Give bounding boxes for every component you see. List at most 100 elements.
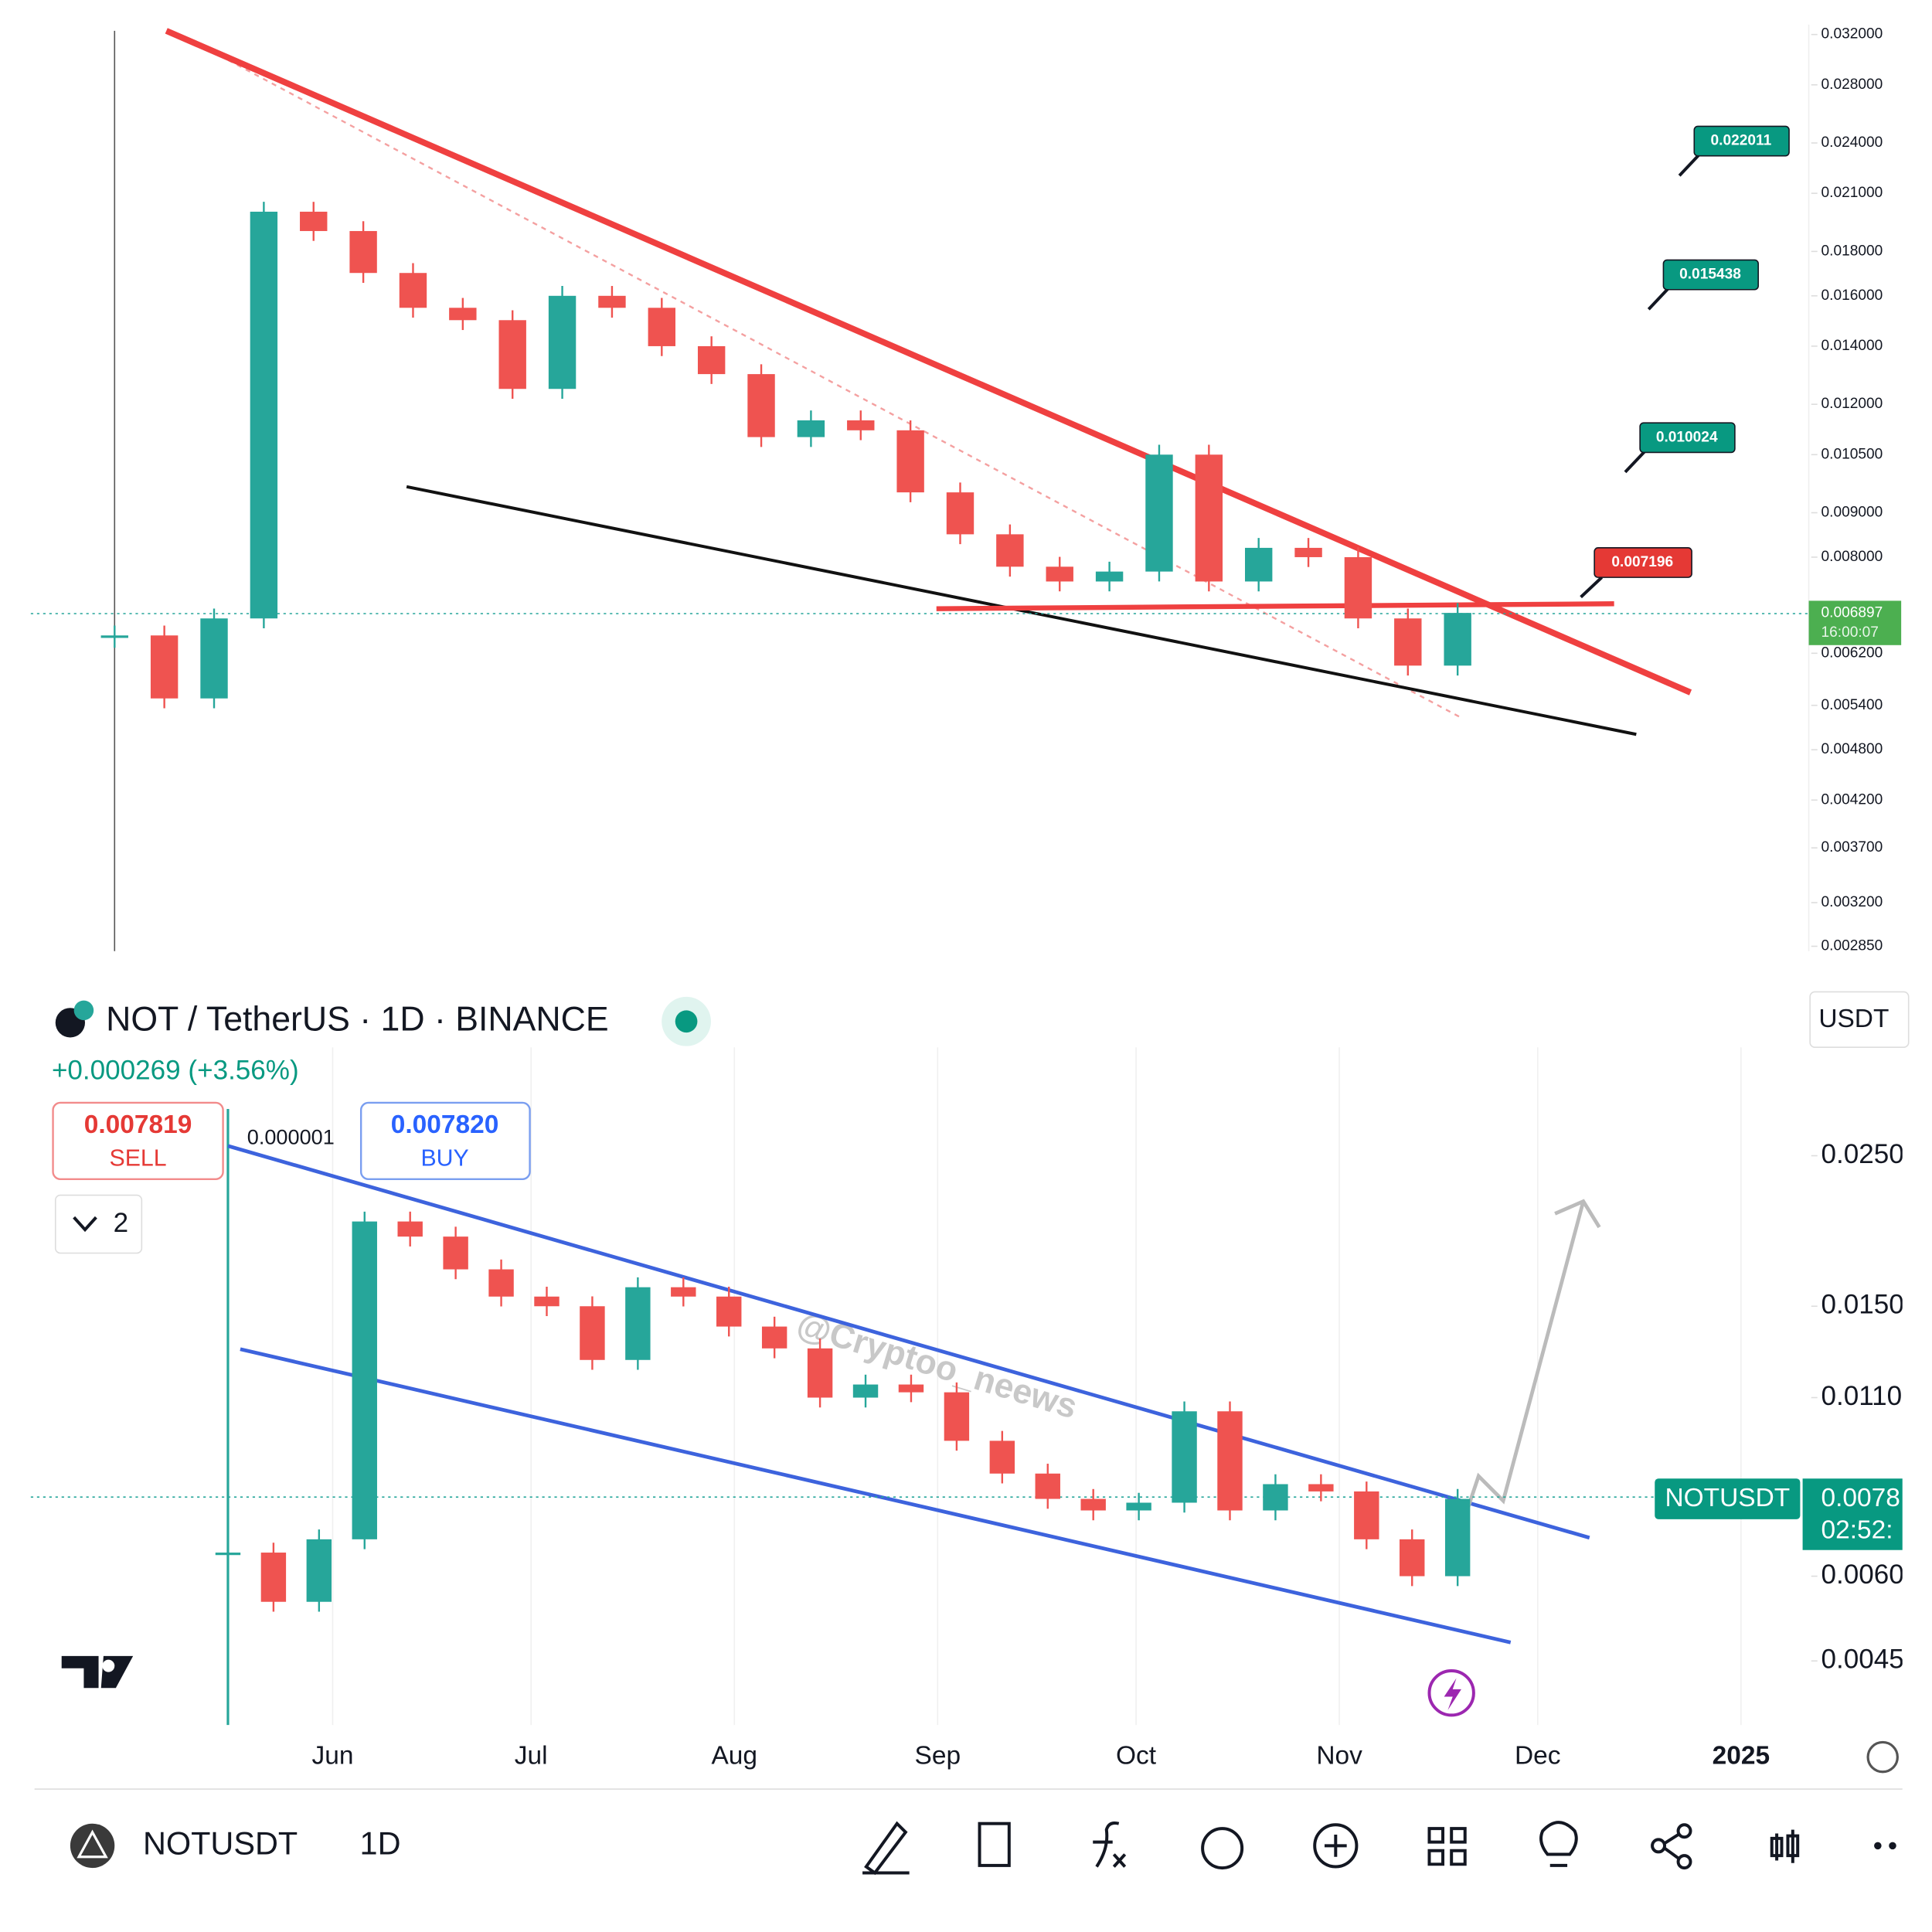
candle (1394, 618, 1422, 666)
candle (548, 295, 577, 389)
chart-type-tool[interactable] (1770, 1829, 1800, 1863)
top-chart: 0.032000 0.028000 0.024000 0.021000 0.018000… (30, 24, 1902, 954)
toolbar: NOTUSDT 1D (34, 1788, 1903, 1876)
grid (332, 1047, 1742, 1726)
y-tick-label: 0.008000 (1821, 549, 1883, 565)
callout-label: 0.015438 (1679, 267, 1741, 283)
currency-button[interactable] (1809, 991, 1910, 1049)
y-tick-label: 0.0250 (1821, 1139, 1904, 1169)
lightning-button[interactable] (1427, 1668, 1475, 1717)
toolbar-symbol[interactable]: NOTUSDT (143, 1825, 298, 1861)
candle (847, 420, 875, 430)
y-tick-label: 0.0150 (1821, 1290, 1904, 1320)
x-tick-label: Jun (312, 1741, 354, 1770)
y-tick-label: 0.014000 (1821, 338, 1883, 354)
x-tick-label: Sep (915, 1741, 961, 1770)
candle (397, 1221, 423, 1237)
candle (580, 1306, 605, 1360)
currency: USDT (1818, 1005, 1889, 1033)
candle (300, 211, 328, 231)
candle (648, 308, 676, 346)
candle (1046, 566, 1073, 582)
candle (1294, 547, 1322, 557)
callout-label: 0.022011 (1711, 133, 1772, 149)
toolbar-interval[interactable]: 1D (360, 1825, 401, 1861)
candle (598, 295, 626, 308)
buy-price: 0.007820 (391, 1111, 499, 1139)
header: NOT / TetherUS · 1D · BINANCE +0.000269 … (52, 991, 1910, 1254)
x-tick-label: Jul (515, 1741, 548, 1770)
layouts-button[interactable] (54, 1194, 143, 1254)
candle (1095, 571, 1124, 582)
y-tick-label: 0.009000 (1821, 505, 1883, 521)
candle (534, 1296, 560, 1307)
candle (1444, 1498, 1471, 1577)
y-tick-label: 0.006200 (1821, 645, 1883, 661)
candle (896, 430, 924, 493)
candle (449, 308, 477, 321)
candle (944, 1392, 970, 1441)
level-pointer (1580, 576, 1604, 599)
y-tick-label: 0.0060 (1821, 1560, 1904, 1590)
divider (0, 951, 1932, 981)
candle (671, 1287, 696, 1297)
candle (989, 1440, 1015, 1474)
candle (625, 1287, 651, 1360)
candle (1400, 1539, 1425, 1577)
toolbar-logo-mark (77, 1829, 108, 1859)
alert-tool[interactable] (1201, 1827, 1244, 1870)
callout-pointer (1647, 286, 1671, 311)
channel-top (227, 1144, 1590, 1540)
x-tick-label: Dec (1515, 1741, 1561, 1770)
channel-bottom (240, 1347, 1512, 1645)
candle (215, 1553, 241, 1556)
candle (349, 230, 377, 274)
y-tick-label: 0.003200 (1821, 894, 1883, 910)
candle (1195, 454, 1223, 582)
y-tick-label: 0.016000 (1821, 287, 1883, 304)
current-price: 0.006897 (1821, 604, 1883, 621)
price-tag (1802, 1478, 1903, 1550)
candle (1035, 1473, 1060, 1499)
candle (1145, 454, 1173, 572)
countdown: 02:52: (1821, 1516, 1893, 1545)
support-line (406, 485, 1637, 736)
candle (443, 1236, 468, 1270)
notes-tool[interactable] (978, 1821, 1011, 1867)
level-box (1594, 547, 1692, 578)
level-label: 0.007196 (1611, 554, 1673, 570)
share-tool[interactable] (1663, 1833, 1679, 1859)
y-tick-label: 0.003700 (1821, 839, 1883, 855)
y-tick-label: 0.004800 (1821, 741, 1883, 757)
candle (498, 320, 526, 389)
buy-label: BUY (420, 1145, 468, 1171)
buy-button[interactable] (359, 1101, 531, 1181)
more-dot[interactable] (1874, 1842, 1882, 1850)
y-tick-label: 0.021000 (1821, 185, 1883, 201)
candle (250, 211, 278, 619)
candle (797, 420, 825, 437)
sell-button[interactable] (52, 1101, 224, 1181)
y-tick-label: 0.032000 (1821, 26, 1883, 43)
callout-box (1662, 259, 1759, 291)
candle (260, 1553, 287, 1602)
add-tool[interactable] (1313, 1823, 1359, 1869)
resistance-line (165, 28, 1692, 696)
ideas-tool[interactable] (1539, 1821, 1578, 1867)
candle (100, 635, 128, 638)
symbol-tag (1655, 1478, 1801, 1519)
more-dot (1889, 1842, 1896, 1850)
y-tick-label: 0.024000 (1821, 134, 1883, 151)
callout-pointer (1624, 448, 1648, 474)
candle (1354, 1491, 1379, 1539)
callout-box (1639, 422, 1736, 454)
indicators-tool[interactable] (1093, 1821, 1127, 1868)
price-change: +0.000269 (+3.56%) (52, 1055, 299, 1085)
draw-tool[interactable] (862, 1821, 910, 1876)
candle (807, 1348, 833, 1398)
layouts-tool[interactable] (1427, 1827, 1467, 1866)
tv-logo (61, 1655, 134, 1689)
candle (761, 1326, 787, 1349)
settings-button[interactable] (1866, 1740, 1899, 1774)
